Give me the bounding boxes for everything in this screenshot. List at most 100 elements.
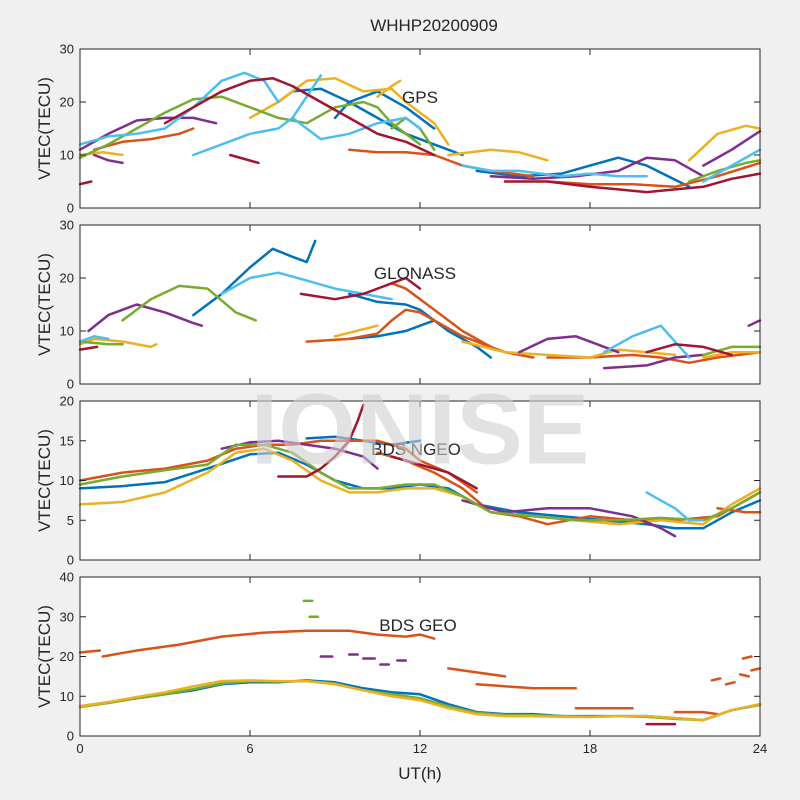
- series-line-7: [376, 79, 402, 98]
- series-group: [78, 71, 762, 194]
- series-line-19: [192, 116, 323, 157]
- y-tick-label: 30: [60, 609, 74, 624]
- y-tick-label: 0: [67, 729, 74, 744]
- watermark: IONISE: [251, 373, 590, 485]
- series-line-1: [333, 90, 436, 130]
- series-line-16: [78, 340, 124, 346]
- y-tick-label: 10: [60, 324, 74, 339]
- x-axis-label: UT(h): [398, 764, 441, 783]
- series-line-6: [248, 76, 450, 146]
- series-line-14: [121, 284, 257, 322]
- series-line-8: [447, 148, 549, 162]
- series-line-9: [645, 491, 705, 522]
- x-tick-label: 6: [246, 741, 253, 756]
- y-tick-label: 30: [60, 218, 74, 233]
- series-line-20: [291, 74, 323, 120]
- series-line-12: [92, 153, 124, 165]
- series-line-21: [319, 116, 422, 141]
- series-line-3: [92, 127, 195, 151]
- series-line-26: [228, 153, 260, 165]
- y-tick-label: 0: [67, 553, 74, 568]
- series-line-5: [673, 710, 719, 716]
- series-line-9: [750, 667, 762, 672]
- x-tick-label: 24: [753, 741, 767, 756]
- series-line-20: [299, 276, 422, 301]
- panel-0: 0 10 20 30 VTEC(TECU) GPS: [35, 42, 762, 216]
- series-line-6: [220, 439, 379, 470]
- series-line-7: [333, 324, 379, 338]
- y-tick-label: 10: [60, 473, 74, 488]
- series-line-2: [347, 319, 436, 341]
- series-line-14: [702, 129, 762, 167]
- series-line-11: [390, 455, 478, 490]
- panel-title: GPS: [402, 88, 438, 107]
- plot-area: [80, 577, 760, 736]
- series-line-5: [546, 161, 762, 189]
- panel-title: BDS GEO: [379, 616, 456, 635]
- series-line-11: [517, 335, 620, 354]
- series-line-13: [489, 156, 705, 181]
- series-line-9: [687, 124, 762, 162]
- series-line-23: [702, 148, 762, 183]
- series-group: [78, 239, 762, 370]
- series-line-6: [78, 337, 158, 349]
- x-tick-label: 18: [583, 741, 597, 756]
- series-line-19: [78, 335, 110, 343]
- y-tick-label: 20: [60, 271, 74, 286]
- y-tick-label: 0: [67, 201, 74, 216]
- panel-3: 0 10 20 30 40 0 6 12 18 24 VTEC(TECU) BDS GEO: [35, 570, 767, 757]
- series-line-8: [78, 443, 762, 522]
- series-group: [78, 599, 762, 726]
- series-line-22: [461, 164, 648, 178]
- series-line-7: [461, 499, 677, 538]
- series-line-2: [475, 156, 691, 189]
- series-line-15: [78, 95, 422, 159]
- series-line-1: [101, 629, 436, 658]
- series-group: [78, 403, 762, 538]
- series-line-6: [710, 677, 722, 682]
- panel-title: BDS NGEO: [371, 440, 461, 459]
- series-line-7: [724, 681, 736, 686]
- series-line-22: [78, 345, 99, 351]
- y-axis-label: VTEC(TECU): [35, 605, 54, 708]
- series-line-20: [78, 679, 762, 722]
- y-tick-label: 40: [60, 570, 74, 585]
- x-tick-label: 0: [76, 741, 83, 756]
- series-line-2: [447, 667, 507, 678]
- series-line-15: [702, 345, 762, 357]
- panel-title: GLONASS: [374, 264, 456, 283]
- series-line-9: [702, 350, 762, 359]
- y-tick-label: 10: [60, 148, 74, 163]
- figure-title: WHHP20200909: [370, 16, 498, 35]
- y-axis-label: VTEC(TECU): [35, 77, 54, 180]
- series-line-13: [747, 319, 762, 327]
- y-tick-label: 20: [60, 95, 74, 110]
- y-tick-label: 15: [60, 433, 74, 448]
- series-line-25: [78, 180, 93, 186]
- series-line-10: [87, 303, 204, 333]
- y-tick-label: 20: [60, 649, 74, 664]
- series-line-21: [645, 343, 733, 357]
- panels: 0 10 20 30 VTEC(TECU) GPS 0 10 20 30 VTEC(TECU) GLO…: [35, 42, 767, 757]
- series-line-8: [738, 673, 750, 678]
- panel-2: 0 5 10 15 20 VTEC(TECU) BDS NGEO: [35, 394, 762, 568]
- y-tick-label: 10: [60, 689, 74, 704]
- series-line-0: [78, 649, 102, 654]
- y-tick-label: 20: [60, 394, 74, 409]
- series-line-27: [503, 172, 762, 194]
- series-line-3: [475, 683, 578, 690]
- series-line-10: [277, 403, 365, 478]
- series-line-3: [376, 451, 762, 526]
- series-line-24: [163, 76, 436, 157]
- y-axis-label: VTEC(TECU): [35, 253, 54, 356]
- x-tick-label: 12: [413, 741, 427, 756]
- y-axis-label: VTEC(TECU): [35, 429, 54, 532]
- series-line-4: [390, 282, 493, 349]
- panel-1: 0 10 20 30 VTEC(TECU) GLONASS: [35, 218, 762, 392]
- series-line-18: [602, 324, 691, 359]
- plot-area: [80, 225, 760, 384]
- series-line-10: [741, 655, 753, 660]
- y-tick-label: 30: [60, 42, 74, 57]
- y-tick-label: 5: [67, 513, 74, 528]
